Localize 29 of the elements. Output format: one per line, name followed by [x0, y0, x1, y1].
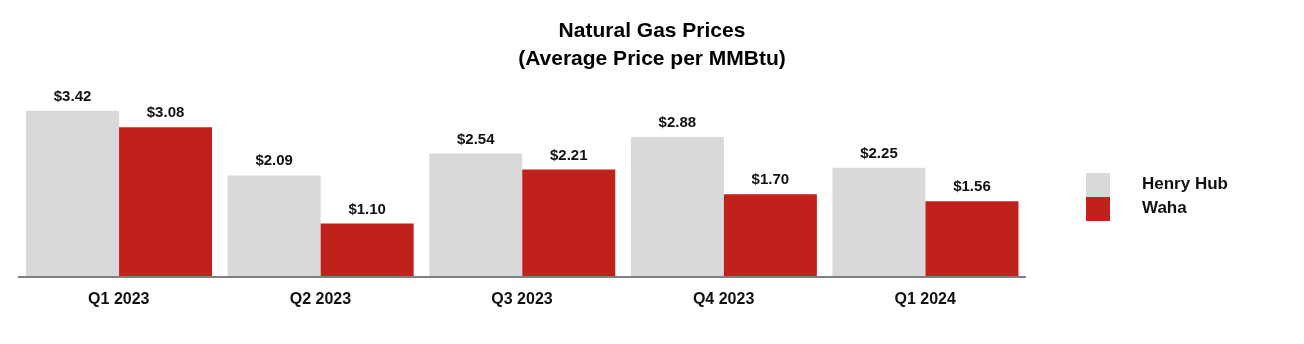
bar	[630, 137, 724, 277]
data-label: $2.88	[658, 113, 697, 130]
x-tick-label: Q1 2023	[88, 290, 150, 308]
data-label: $3.08	[146, 103, 185, 121]
legend-label: Henry Hub	[1142, 174, 1228, 194]
data-label: $2.09	[255, 151, 293, 169]
bar	[429, 153, 523, 277]
bar	[723, 194, 817, 277]
bar	[925, 201, 1019, 277]
bar	[26, 110, 120, 277]
data-label: $1.70	[751, 170, 790, 188]
bar	[227, 175, 321, 277]
x-tick-label: Q3 2023	[491, 290, 553, 308]
data-label: $2.54	[456, 129, 496, 147]
data-label: $3.42	[53, 86, 92, 104]
data-label: $1.10	[348, 199, 386, 217]
legend-label: Waha	[1142, 198, 1187, 218]
x-tick-label: Q1 2024	[894, 290, 956, 308]
bar	[832, 167, 926, 277]
bar	[119, 127, 213, 277]
x-tick-label: Q2 2023	[289, 290, 352, 308]
chart-subtitle: (Average Price per MMBtu)	[517, 45, 787, 71]
data-label: $2.25	[860, 143, 898, 161]
data-label: $2.21	[549, 145, 588, 163]
bar	[522, 169, 616, 277]
data-label: $1.56	[953, 177, 991, 195]
bar	[320, 223, 414, 277]
x-tick-label: Q4 2023	[692, 290, 755, 308]
chart-title: Natural Gas Prices	[557, 17, 747, 43]
